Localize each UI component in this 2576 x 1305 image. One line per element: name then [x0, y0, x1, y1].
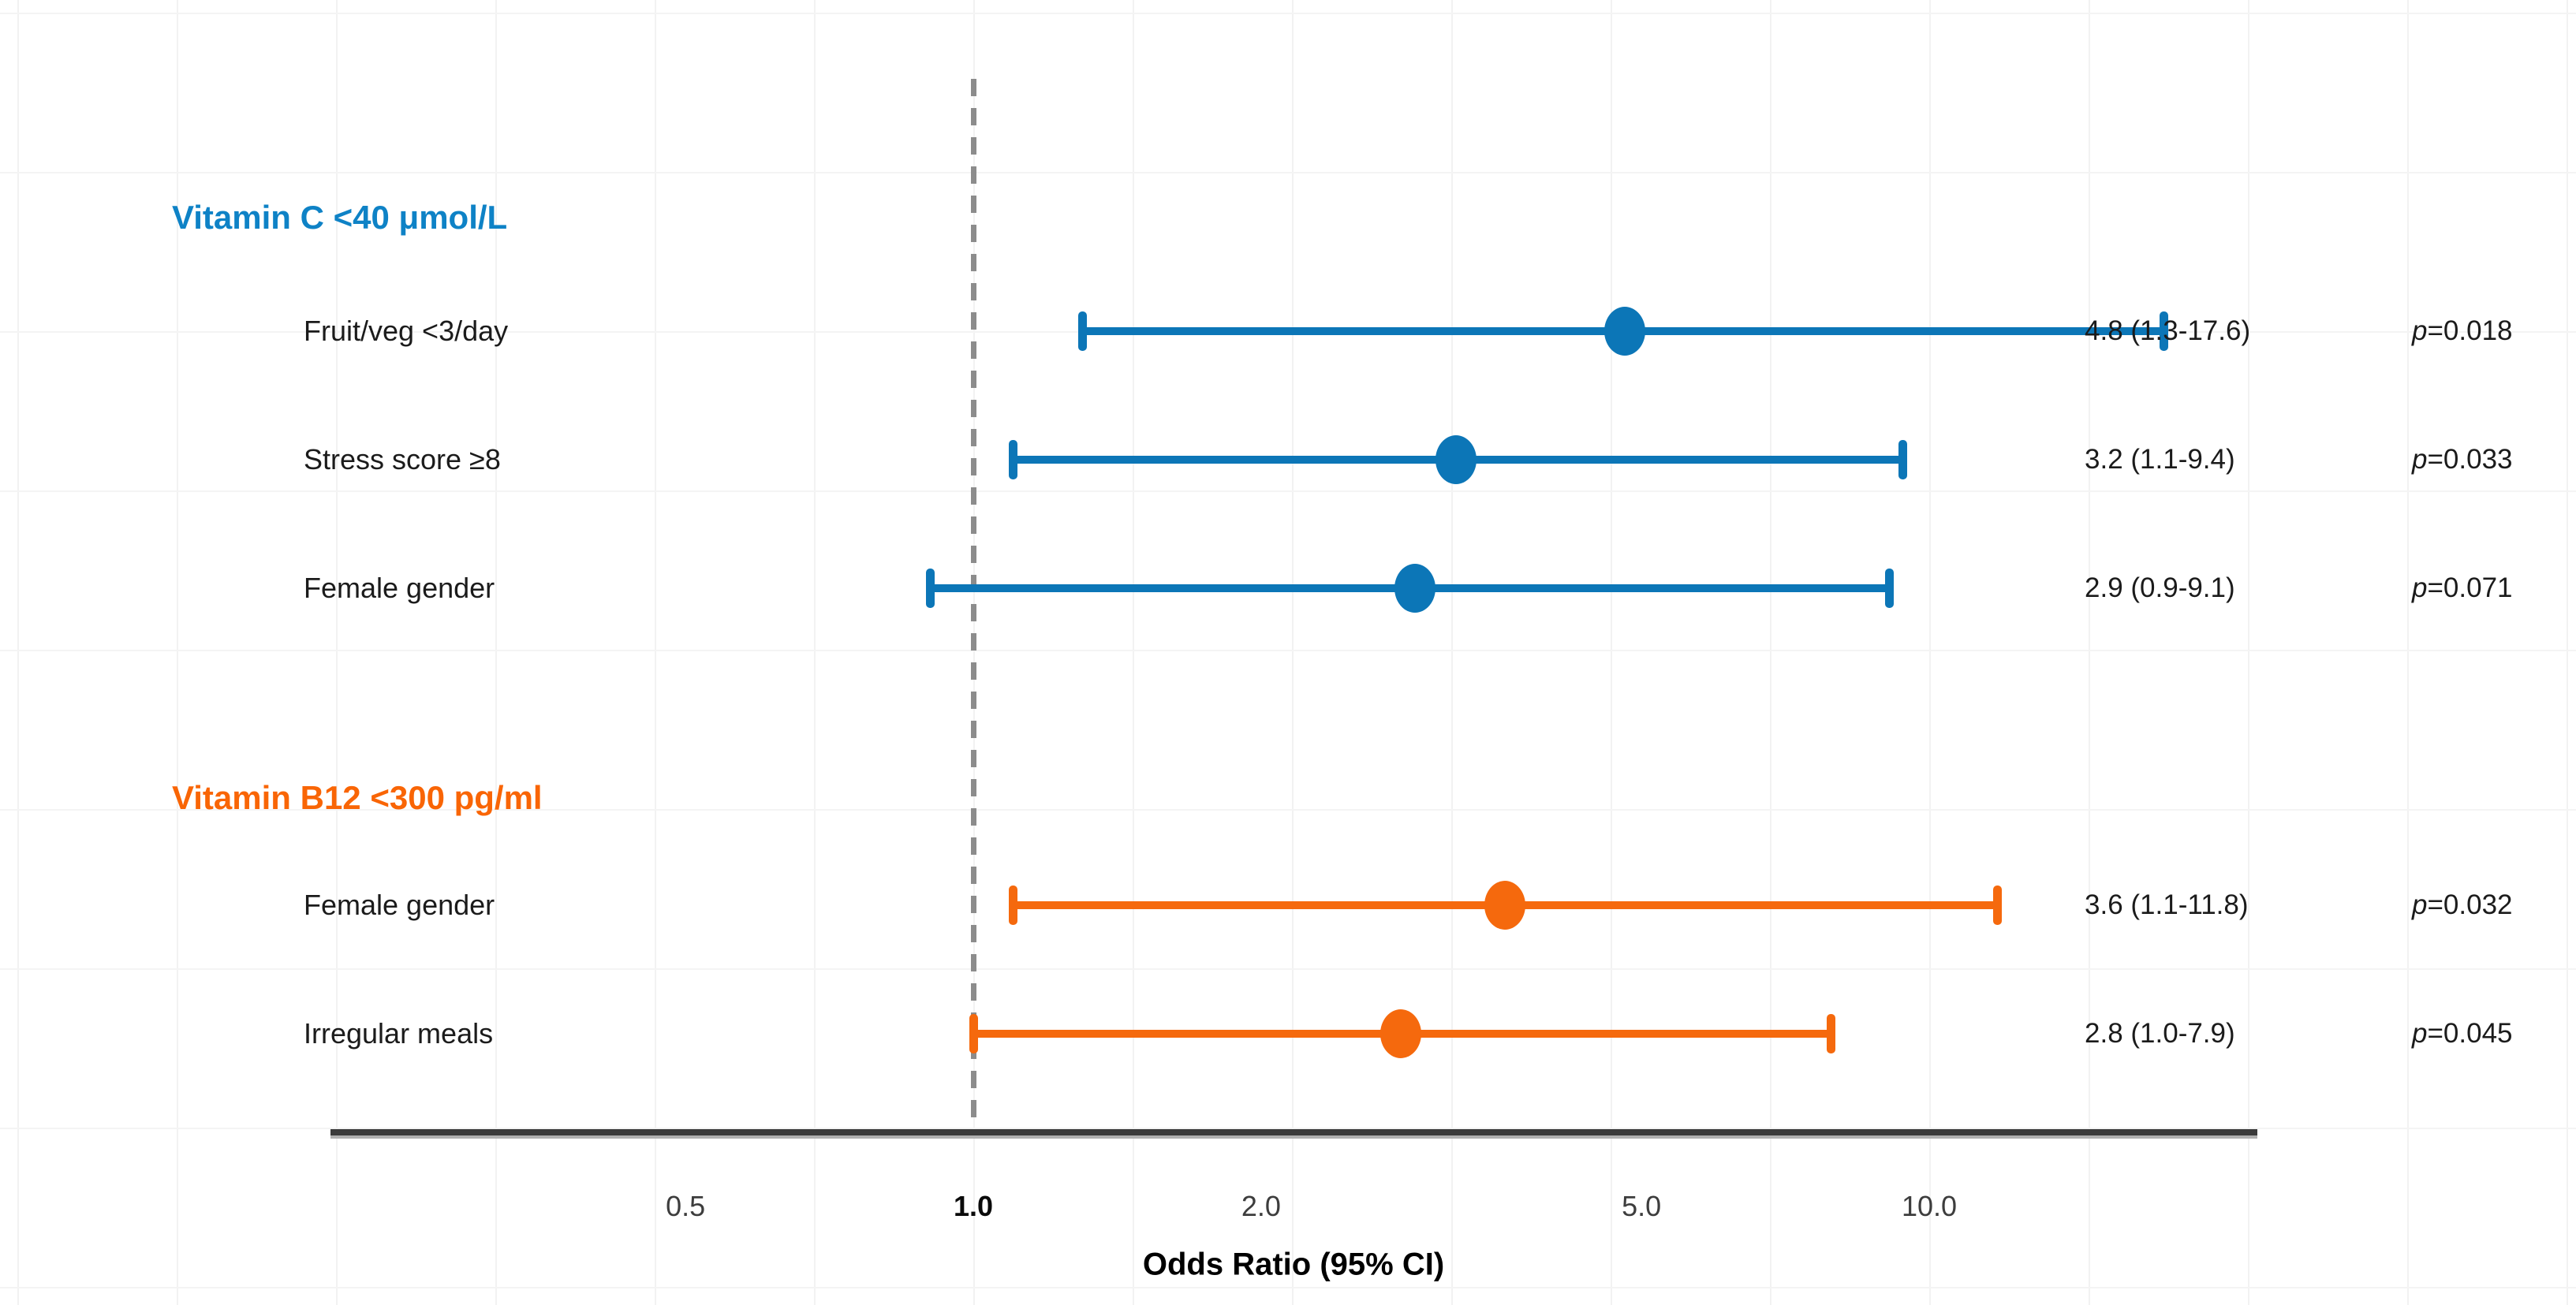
p-value: p=0.033: [2412, 444, 2513, 475]
ci-cap-high: [1885, 569, 1895, 608]
or-marker: [1484, 881, 1526, 930]
v-gridline: [1611, 0, 1612, 1305]
v-gridline: [2089, 0, 2090, 1305]
row-label: Irregular meals: [304, 1017, 494, 1050]
v-gridline: [336, 0, 338, 1305]
h-gridline: [0, 1287, 2576, 1288]
x-tick-label: 2.0: [1241, 1190, 1281, 1222]
p-value: p=0.032: [2412, 889, 2513, 920]
v-gridline: [1292, 0, 1294, 1305]
v-gridline: [2567, 0, 2568, 1305]
p-value: p=0.071: [2412, 572, 2513, 603]
row-label: Female gender: [304, 889, 495, 921]
p-value: p=0.018: [2412, 315, 2513, 346]
h-gridline: [0, 13, 2576, 14]
or-marker: [1603, 307, 1645, 356]
x-axis-title: Odds Ratio (95% CI): [1142, 1247, 1445, 1282]
group-header: Vitamin B12 <300 pg/ml: [172, 779, 543, 816]
v-gridline: [1451, 0, 1453, 1305]
row-label: Fruit/veg <3/day: [304, 315, 509, 347]
estimate-value: 3.2 (1.1-9.4): [2085, 444, 2235, 475]
v-gridline: [17, 0, 19, 1305]
v-gridline: [1929, 0, 1931, 1305]
group-header: Vitamin C <40 μmol/L: [172, 199, 508, 236]
ci-cap-high: [1993, 886, 2003, 925]
estimate-value: 3.6 (1.1-11.8): [2085, 889, 2249, 920]
or-marker: [1435, 435, 1477, 484]
ci-cap-high: [2159, 311, 2168, 351]
or-marker: [1394, 564, 1436, 613]
v-gridline: [2407, 0, 2409, 1305]
v-gridline: [1133, 0, 1134, 1305]
x-tick-label: 10.0: [1901, 1190, 1958, 1222]
x-axis-line: [330, 1129, 2257, 1139]
ci-cap-high: [1826, 1014, 1835, 1053]
v-gridline: [2248, 0, 2249, 1305]
ci-cap-low: [925, 569, 935, 608]
x-tick-label: 1.0: [953, 1190, 994, 1222]
v-gridline: [655, 0, 656, 1305]
v-gridline: [177, 0, 178, 1305]
x-tick-label: 5.0: [1622, 1190, 1662, 1222]
ci-cap-low: [1009, 886, 1018, 925]
h-gridline: [0, 650, 2576, 651]
ci-cap-high: [1898, 440, 1908, 479]
v-gridline: [814, 0, 816, 1305]
h-gridline: [0, 490, 2576, 492]
estimate-value: 2.8 (1.0-7.9): [2085, 1018, 2235, 1049]
h-gridline: [0, 968, 2576, 970]
ci-cap-low: [1078, 311, 1088, 351]
h-gridline: [0, 809, 2576, 811]
or-marker: [1379, 1009, 1421, 1058]
estimate-value: 2.9 (0.9-9.1): [2085, 572, 2235, 603]
estimate-value: 4.8 (1.3-17.6): [2085, 315, 2251, 346]
v-gridline: [1770, 0, 1771, 1305]
ci-cap-low: [1009, 440, 1018, 479]
row-label: Stress score ≥8: [304, 443, 501, 475]
p-value: p=0.045: [2412, 1018, 2513, 1049]
x-tick-label: 0.5: [666, 1190, 706, 1222]
v-gridline: [495, 0, 497, 1305]
h-gridline: [0, 172, 2576, 173]
h-gridline: [0, 1128, 2576, 1129]
reference-line: [971, 79, 976, 1131]
ci-cap-low: [969, 1014, 978, 1053]
row-label: Female gender: [304, 572, 495, 604]
